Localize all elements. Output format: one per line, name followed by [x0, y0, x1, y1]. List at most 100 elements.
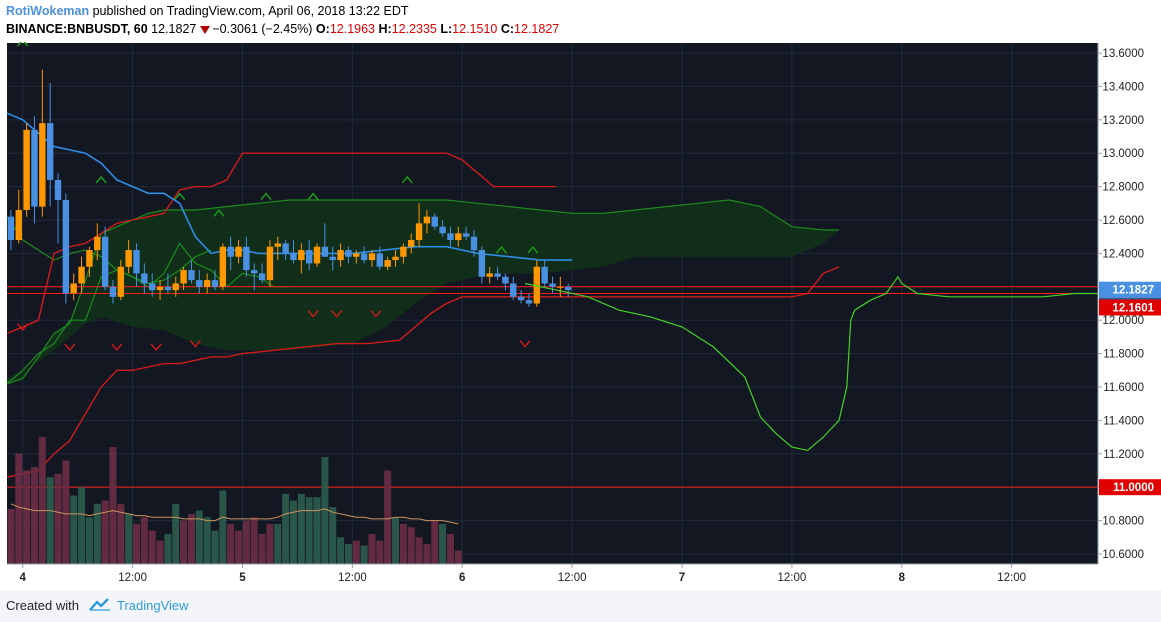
- x-axis-labels: 4 12:00 5 12:00 6 12:00 7 12:00 8 12:00: [19, 564, 1026, 584]
- candle-up: [15, 209, 22, 241]
- sell-chevron-icon: [307, 310, 319, 318]
- x-tick-label: 7: [679, 572, 685, 584]
- price-badge-label: 12.1827: [1112, 285, 1154, 297]
- candle-down: [431, 216, 438, 227]
- forecast-line: [524, 275, 1098, 452]
- volume-bar: [219, 490, 227, 564]
- candle-down: [345, 250, 352, 257]
- candle-down: [188, 270, 195, 281]
- candle-up: [156, 286, 164, 291]
- sell-chevron-icon: [370, 310, 382, 318]
- volume-bar: [70, 495, 78, 564]
- volume-bar: [164, 533, 172, 564]
- candle-up: [313, 246, 321, 264]
- signal-arrows: [17, 42, 539, 352]
- volume-bar: [329, 507, 337, 564]
- candle-up: [455, 233, 462, 241]
- x-tick-label: 6: [459, 572, 465, 584]
- buy-chevron-icon: [17, 42, 29, 47]
- volume-bar: [78, 487, 86, 564]
- symbol[interactable]: BINANCE:BNBUSDT, 60: [6, 22, 148, 36]
- volume-bar: [30, 467, 38, 564]
- volume-bar: [125, 513, 133, 564]
- volume-bar: [282, 493, 290, 564]
- x-tick-label: 12:00: [778, 572, 807, 584]
- y-tick-label: 10.6000: [1102, 549, 1144, 561]
- x-tick-label: 8: [899, 572, 906, 584]
- tradingview-logo-icon[interactable]: [88, 598, 112, 612]
- price-badge[interactable]: 12.1827: [1099, 281, 1161, 298]
- volume-bar: [384, 470, 392, 564]
- price-badge-label: 11.0000: [1113, 482, 1154, 494]
- price-badge-bg: [1099, 281, 1161, 298]
- low-label: L:: [440, 22, 453, 36]
- y-tick-label: 13.6000: [1102, 48, 1144, 60]
- volume-bar: [195, 510, 203, 564]
- y-tick-label: 12.0000: [1102, 315, 1144, 327]
- volume-bar: [7, 508, 15, 564]
- buy-chevron-icon: [495, 245, 508, 254]
- volume-bars: [7, 437, 462, 564]
- candle-up: [353, 253, 360, 257]
- price-chart[interactable]: 4 12:00 5 12:00 6 12:00 7 12:00 8 12:00 13.6000 13.…: [0, 42, 1161, 590]
- candle-up: [117, 266, 125, 297]
- candle-down: [149, 283, 156, 291]
- candle-up: [533, 266, 541, 304]
- author-link[interactable]: RotiWokeman: [6, 4, 90, 18]
- y-tick-label: 13.0000: [1102, 148, 1144, 160]
- lower-band-line: [6, 266, 840, 478]
- buy-chevron-icon: [307, 192, 319, 201]
- candle-up: [486, 273, 493, 277]
- candle-down: [510, 283, 517, 297]
- candle-up: [172, 283, 179, 291]
- candle-down: [133, 250, 140, 274]
- candle-up: [408, 240, 415, 247]
- volume-bar: [211, 530, 219, 564]
- chart-area[interactable]: 4 12:00 5 12:00 6 12:00 7 12:00 8 12:00 13.6000 13.…: [0, 42, 1161, 590]
- candle-down: [376, 253, 384, 267]
- volume-bar: [337, 537, 345, 564]
- candle-down: [141, 273, 148, 284]
- down-arrow-icon: [200, 25, 211, 34]
- volume-bar: [235, 530, 243, 564]
- volume-bar: [54, 473, 62, 564]
- price-badge[interactable]: 12.1601: [1099, 299, 1161, 316]
- candle-down: [470, 236, 478, 251]
- open-label: O:: [315, 22, 330, 36]
- candle-down: [258, 273, 266, 281]
- volume-bar: [156, 540, 164, 564]
- y-tick-label: 11.4000: [1103, 415, 1144, 427]
- volume-bar: [407, 527, 415, 564]
- volume-bar: [180, 520, 188, 564]
- volume-bar: [439, 523, 447, 564]
- high-value: 12.2335: [391, 22, 437, 36]
- candle-down: [290, 253, 297, 261]
- candle-up: [368, 253, 376, 261]
- candle-down: [321, 246, 329, 257]
- volume-bar: [227, 523, 235, 564]
- candle-down: [7, 216, 15, 241]
- high-label: H:: [378, 22, 392, 36]
- candle-down: [109, 286, 117, 297]
- price-change: −0.3061 (−2.45%): [212, 22, 313, 36]
- volume-bar: [423, 543, 431, 564]
- volume-bar: [289, 500, 297, 564]
- candle-down: [329, 256, 336, 261]
- symbol-line: BINANCE:BNBUSDT, 60 12.1827 −0.3061 (−2.4…: [6, 22, 559, 36]
- candle-down: [211, 280, 219, 287]
- buy-chevron-icon: [527, 245, 539, 254]
- price-badge[interactable]: 11.0000: [1099, 479, 1161, 496]
- candle-up: [392, 256, 399, 261]
- volume-bar: [399, 523, 407, 564]
- indicator-cloud: [7, 200, 839, 384]
- volume-bar: [62, 460, 70, 564]
- buy-chevron-icon: [213, 209, 225, 217]
- y-tick-label: 11.6000: [1103, 382, 1144, 394]
- candle-down: [243, 246, 250, 271]
- volume-bar: [187, 513, 195, 564]
- tradingview-link[interactable]: TradingView: [117, 598, 189, 613]
- y-tick-label: 12.8000: [1102, 182, 1144, 194]
- candle-up: [423, 216, 431, 224]
- y-tick-label: 11.8000: [1103, 349, 1144, 361]
- volume-bar: [93, 503, 101, 564]
